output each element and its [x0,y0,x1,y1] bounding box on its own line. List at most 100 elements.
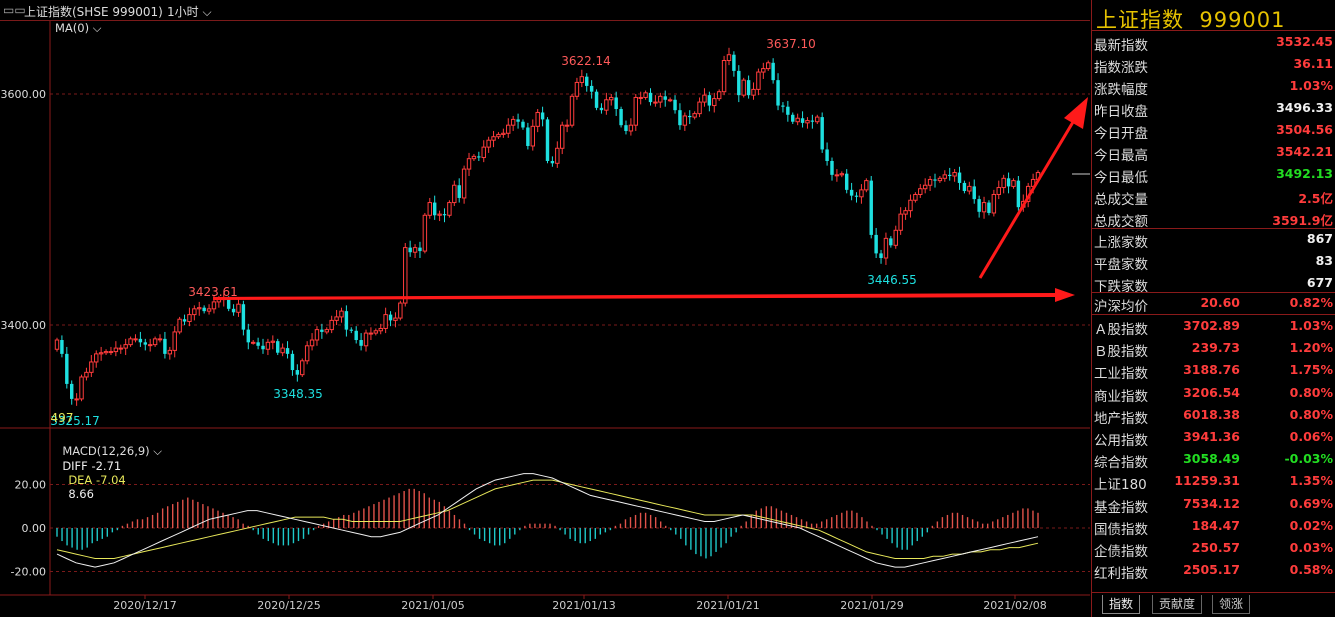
quote-value: 3591.9亿 [1272,213,1333,228]
candle-down [737,70,741,96]
indices-row[interactable]: Ａ股指数 3702.89 1.03% [1092,315,1335,338]
candle-down [354,330,358,341]
candle-up [579,76,585,83]
breadth-row[interactable]: 平盘家数 83 [1092,250,1335,273]
candle-up [991,193,997,214]
candle-down [143,342,148,345]
index-value: 3941.36 [1183,429,1240,444]
tab-leaders[interactable]: 领涨 [1212,595,1251,614]
candle-down [349,329,354,331]
candle-down [933,179,937,181]
quote-row[interactable]: 今日开盘 3504.56 [1092,119,1335,142]
candle-up [559,124,565,149]
indices-row[interactable]: 商业指数 3206.54 0.80% [1092,382,1335,405]
date-label: 2021/02/08 [983,599,1046,612]
indices-row[interactable]: 公用指数 3941.36 0.06% [1092,426,1335,449]
candle-down [182,319,187,322]
quote-row[interactable]: 昨日收盘 3496.33 [1092,97,1335,120]
breadth-value: 677 [1306,275,1333,290]
indices-label: 上证180 [1094,477,1147,494]
index-value: 250.57 [1191,540,1240,555]
breadth-row[interactable]: 上涨家数 867 [1092,228,1335,251]
quote-row[interactable]: 总成交量 2.5亿 [1092,185,1335,208]
candle-up [363,332,369,347]
candle-up [157,338,163,341]
macd-dea: DEA -7.04 [68,473,126,487]
candle-down [285,348,290,354]
candle-up [300,360,305,376]
candle-up [481,146,486,159]
index-pct: 0.03% [1289,540,1333,555]
macd-header: MACD(12,26,9) ⌵ DIFF -2.71 DEA -7.04 8.6… [55,430,166,501]
macd-tick-label: 20.00 [15,479,47,492]
period-selector[interactable]: 1小时 ⌵ [167,3,212,20]
candle-up [496,133,501,138]
macd-tick-label: -20.00 [11,566,46,579]
candle-up [123,344,128,349]
candle-up [751,88,756,96]
candle-down [540,112,545,120]
indices-row[interactable]: 红利指数 2505.17 0.58% [1092,559,1335,582]
candle-up [981,202,987,213]
tab-index[interactable]: 指数 [1102,595,1141,614]
candle-up [716,91,722,100]
candle-down [972,186,976,200]
quote-value: 2.5亿 [1298,191,1333,206]
window-icon[interactable]: ▭▭ [3,3,26,17]
quote-row[interactable]: 最新指数 3532.45 [1092,31,1335,54]
candle-down [746,80,751,96]
candle-down [550,160,555,164]
candle-up [726,54,732,62]
indices-row[interactable]: 综合指数 3058.49 -0.03% [1092,448,1335,471]
ma-indicator[interactable]: MA(0) ⌵ [55,21,101,36]
macd-name[interactable]: MACD(12,26,9) [62,444,150,458]
candle-down [1006,178,1011,187]
candle-up [192,308,197,316]
indices-row[interactable]: 地产指数 6018.38 0.80% [1092,404,1335,427]
candle-up [280,347,285,354]
candle-up [128,338,133,346]
candle-up [721,60,727,93]
candle-down [830,160,834,175]
candle-up [638,96,643,99]
candle-up [937,177,943,182]
indices-row[interactable]: 基金指数 7534.12 0.69% [1092,493,1335,516]
quote-row[interactable]: 今日最低 3492.13 [1092,163,1335,186]
candle-up [398,302,403,319]
indices-row[interactable]: 国债指数 184.47 0.02% [1092,515,1335,538]
candle-down [359,340,363,346]
candle-up [403,247,408,304]
indices-row[interactable]: 工业指数 3188.76 1.75% [1092,359,1335,382]
period-label: 1小时 [167,5,199,19]
candle-down [810,120,815,122]
panel-tabs: 指数 贡献度 领涨 [1092,593,1335,617]
quote-label: 今日开盘 [1094,126,1148,142]
candle-down [854,195,859,197]
candle-up [113,347,119,353]
candle-up [653,101,658,104]
indices-row[interactable]: 企债指数 250.57 0.03% [1092,537,1335,560]
indices-row[interactable]: Ｂ股指数 239.73 1.20% [1092,337,1335,360]
index-value: 6018.38 [1183,406,1240,422]
quote-label: 总成交量 [1094,192,1148,208]
candle-up [94,353,99,363]
candle-up [89,361,94,373]
candle-down [246,329,251,343]
tab-contribution[interactable]: 贡献度 [1152,595,1203,614]
quote-row[interactable]: 今日最高 3542.21 [1092,141,1335,164]
quote-row[interactable]: 总成交额 3591.9亿 [1092,207,1335,230]
quote-value: 1.03% [1289,78,1333,93]
quote-row[interactable]: 指数涨跌 36.11 [1092,53,1335,76]
candle-up [206,308,212,312]
candle-up [471,155,477,160]
candle-down [545,119,550,161]
indices-row[interactable]: 上证180 11259.31 1.35% [1092,470,1335,494]
candle-up [952,172,957,177]
candle-up [913,193,918,201]
candle-down [388,314,393,321]
candle-down [442,214,447,216]
candle-up [368,332,374,335]
breadth-row[interactable]: 下跌家数 677 [1092,272,1335,295]
quote-row[interactable]: 涨跌幅度 1.03% [1092,75,1335,98]
candle-up [893,229,898,246]
